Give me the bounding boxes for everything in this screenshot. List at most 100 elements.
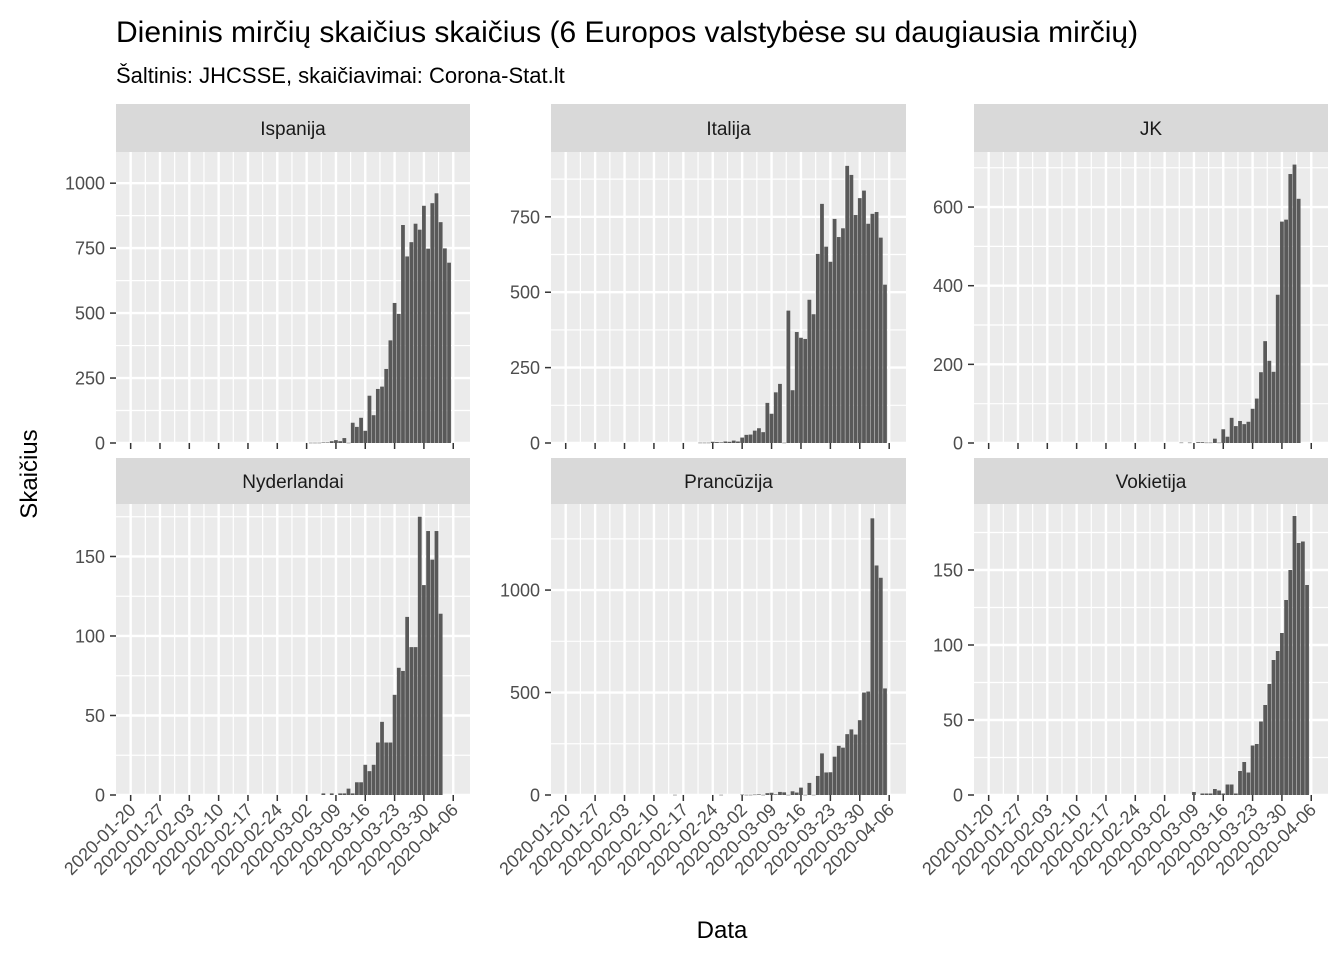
bar [1271, 660, 1276, 795]
bar [1267, 684, 1272, 795]
bar [862, 692, 866, 795]
bar [1288, 174, 1293, 444]
bar [430, 559, 435, 795]
bar [334, 440, 338, 443]
bar [1271, 371, 1276, 443]
y-tick-label: 500 [510, 683, 540, 703]
bar [715, 442, 719, 443]
bar [765, 402, 770, 443]
y-tick-label: 200 [933, 355, 963, 375]
bar [849, 174, 854, 443]
bar [1208, 442, 1213, 444]
bar [832, 218, 837, 443]
bar [719, 442, 724, 443]
bar [803, 338, 808, 443]
y-tick-label: 500 [510, 283, 540, 303]
bar [740, 437, 745, 443]
facet-strip [974, 458, 1328, 504]
bar [338, 793, 343, 795]
y-tick-label: 400 [933, 276, 963, 296]
bar [434, 531, 439, 795]
bar [803, 794, 808, 796]
chart-subtitle: Šaltinis: JHCSSE, skaičiavimai: Corona-S… [116, 63, 565, 88]
bar [359, 417, 363, 443]
bar [1284, 600, 1288, 795]
bar [1259, 372, 1263, 443]
bar [702, 442, 707, 444]
bar [384, 368, 389, 443]
bar [392, 694, 397, 795]
bar [363, 764, 368, 795]
bar [866, 691, 871, 795]
facet-strip-label: Nyderlandai [242, 472, 343, 493]
bar [1254, 744, 1259, 795]
bar [1192, 792, 1196, 795]
bar [1200, 793, 1205, 795]
y-tick-label: 0 [530, 786, 540, 806]
bar [409, 647, 414, 795]
bar [1187, 442, 1192, 444]
bar [1221, 429, 1226, 443]
facet-strip [551, 458, 906, 504]
bar [773, 794, 778, 795]
bar [1217, 442, 1221, 444]
bar [438, 222, 443, 443]
bar [820, 753, 824, 795]
bar [1267, 360, 1272, 443]
bar [1238, 420, 1242, 443]
bar [426, 248, 430, 443]
bar [409, 242, 414, 443]
bar [673, 794, 677, 796]
bar [778, 791, 782, 795]
bar [874, 212, 879, 443]
facet-strip-label: JK [1140, 119, 1163, 140]
bar [1292, 164, 1297, 443]
facet-panels: Ispanija02505007501000Italija0250500750J… [60, 104, 1328, 879]
bar [1246, 421, 1251, 443]
bar [1217, 790, 1221, 795]
bar [799, 787, 803, 795]
bar [870, 518, 875, 795]
facet-nyderlandai: Nyderlandai0501001502020-01-202020-01-27… [60, 458, 470, 879]
bar [329, 441, 334, 443]
bar [1263, 341, 1268, 443]
bar [1221, 793, 1226, 795]
bar [313, 442, 317, 444]
bar [769, 413, 774, 443]
bar [811, 314, 816, 443]
x-axis-title: Data [697, 917, 748, 944]
bar [820, 203, 824, 443]
bar [782, 442, 787, 444]
bar [422, 205, 426, 443]
bar [329, 793, 334, 795]
y-tick-label: 50 [943, 711, 963, 731]
bar [447, 262, 451, 443]
bar [422, 585, 426, 795]
facet-italija: Italija 0 250 500 750 [510, 104, 906, 454]
bar [845, 734, 850, 795]
bar [426, 531, 430, 795]
bar [317, 442, 322, 444]
y-tick-label: 250 [75, 369, 105, 389]
bar [375, 388, 380, 443]
bar [434, 193, 439, 443]
y-tick-label: 0 [530, 434, 540, 454]
y-axis-title: Skaičius [16, 429, 43, 518]
bar [1213, 438, 1217, 443]
bar [1238, 771, 1242, 795]
y-tick-label: 0 [95, 786, 105, 806]
bar [807, 299, 812, 443]
bar [1233, 426, 1238, 443]
bar [355, 426, 359, 443]
bar [761, 794, 766, 796]
bar [1288, 570, 1293, 795]
bar [350, 422, 355, 443]
bar [794, 792, 799, 795]
y-tick-label: 500 [75, 304, 105, 324]
bar [346, 442, 351, 444]
bar [706, 442, 711, 444]
bar [338, 441, 343, 443]
bar [748, 434, 753, 443]
bar [836, 745, 841, 795]
